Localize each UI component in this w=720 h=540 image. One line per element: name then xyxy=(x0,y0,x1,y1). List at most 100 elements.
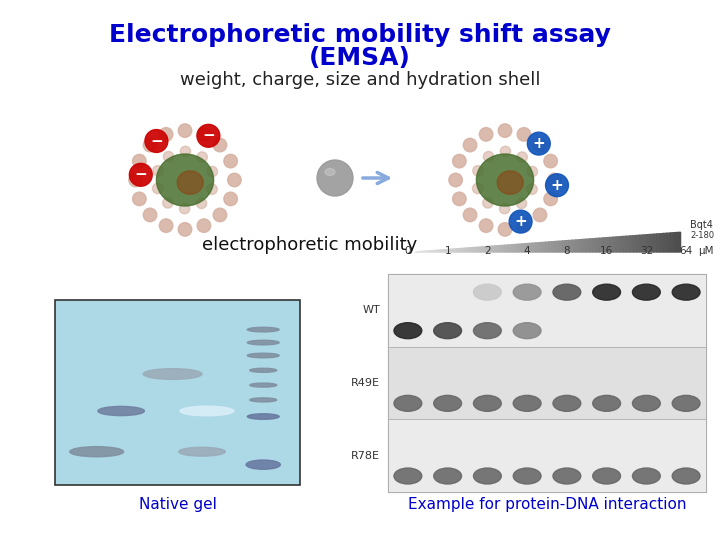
Circle shape xyxy=(473,166,483,176)
FancyBboxPatch shape xyxy=(55,300,300,485)
Circle shape xyxy=(482,198,493,208)
Polygon shape xyxy=(451,249,454,252)
Circle shape xyxy=(163,198,173,208)
Circle shape xyxy=(213,138,227,152)
Polygon shape xyxy=(437,250,441,252)
Circle shape xyxy=(197,127,211,141)
Circle shape xyxy=(132,192,146,206)
Polygon shape xyxy=(495,246,498,252)
Text: WT: WT xyxy=(362,305,380,315)
Ellipse shape xyxy=(250,368,276,373)
Polygon shape xyxy=(657,234,660,252)
Polygon shape xyxy=(525,244,528,252)
Polygon shape xyxy=(461,248,464,252)
Circle shape xyxy=(143,208,157,222)
Circle shape xyxy=(544,154,557,168)
Text: +: + xyxy=(551,178,563,193)
Ellipse shape xyxy=(553,395,581,411)
Circle shape xyxy=(517,152,527,163)
Ellipse shape xyxy=(156,154,214,206)
Polygon shape xyxy=(528,243,532,252)
Polygon shape xyxy=(603,238,606,252)
Text: R78E: R78E xyxy=(351,451,380,461)
Polygon shape xyxy=(505,245,508,252)
Ellipse shape xyxy=(143,369,202,380)
Polygon shape xyxy=(518,244,522,252)
Polygon shape xyxy=(620,237,623,252)
Circle shape xyxy=(153,183,163,194)
Polygon shape xyxy=(644,235,647,252)
Ellipse shape xyxy=(672,395,700,411)
Bar xyxy=(388,420,706,492)
Polygon shape xyxy=(478,247,481,252)
Ellipse shape xyxy=(394,468,422,484)
Ellipse shape xyxy=(632,468,660,484)
Circle shape xyxy=(197,198,207,208)
Circle shape xyxy=(130,164,152,186)
Polygon shape xyxy=(454,249,458,252)
Polygon shape xyxy=(535,243,539,252)
Text: 2-180: 2-180 xyxy=(690,231,714,240)
Polygon shape xyxy=(678,232,680,252)
Ellipse shape xyxy=(98,407,145,416)
Circle shape xyxy=(163,151,174,162)
Ellipse shape xyxy=(180,406,234,416)
Polygon shape xyxy=(441,249,444,252)
Text: −: − xyxy=(135,167,147,183)
Polygon shape xyxy=(522,244,525,252)
Polygon shape xyxy=(542,242,546,252)
Text: 1: 1 xyxy=(444,246,451,256)
Circle shape xyxy=(544,192,557,206)
Ellipse shape xyxy=(553,468,581,484)
Polygon shape xyxy=(647,234,650,252)
Polygon shape xyxy=(539,242,542,252)
Circle shape xyxy=(517,127,531,141)
Circle shape xyxy=(498,124,512,137)
Ellipse shape xyxy=(177,171,203,194)
Polygon shape xyxy=(582,239,586,252)
Circle shape xyxy=(548,173,561,187)
Circle shape xyxy=(143,138,157,152)
Circle shape xyxy=(207,184,217,194)
Polygon shape xyxy=(444,249,447,252)
Circle shape xyxy=(527,132,550,155)
Circle shape xyxy=(472,183,483,194)
Polygon shape xyxy=(576,240,579,252)
Circle shape xyxy=(180,146,191,157)
Ellipse shape xyxy=(248,340,279,345)
Polygon shape xyxy=(427,251,431,252)
Circle shape xyxy=(224,154,238,168)
Text: 0: 0 xyxy=(405,246,411,256)
Polygon shape xyxy=(630,236,634,252)
FancyBboxPatch shape xyxy=(388,274,706,492)
Text: Bqt4: Bqt4 xyxy=(690,220,713,230)
Circle shape xyxy=(449,173,462,187)
Polygon shape xyxy=(593,239,596,252)
Circle shape xyxy=(534,138,546,152)
Circle shape xyxy=(129,173,143,187)
Ellipse shape xyxy=(248,327,279,332)
Ellipse shape xyxy=(433,468,462,484)
Circle shape xyxy=(179,124,192,137)
Polygon shape xyxy=(626,236,630,252)
Polygon shape xyxy=(654,234,657,252)
Polygon shape xyxy=(458,248,461,252)
Polygon shape xyxy=(660,233,664,252)
Circle shape xyxy=(159,127,173,141)
Ellipse shape xyxy=(593,284,621,300)
Ellipse shape xyxy=(513,468,541,484)
Ellipse shape xyxy=(394,395,422,411)
Circle shape xyxy=(213,208,227,222)
Ellipse shape xyxy=(474,395,501,411)
Polygon shape xyxy=(664,233,667,252)
Ellipse shape xyxy=(593,395,621,411)
Ellipse shape xyxy=(248,414,279,420)
Polygon shape xyxy=(498,246,502,252)
Ellipse shape xyxy=(593,468,621,484)
Polygon shape xyxy=(556,241,559,252)
Polygon shape xyxy=(559,241,562,252)
Ellipse shape xyxy=(394,323,422,339)
Polygon shape xyxy=(600,238,603,252)
Polygon shape xyxy=(596,238,600,252)
Circle shape xyxy=(207,166,217,177)
